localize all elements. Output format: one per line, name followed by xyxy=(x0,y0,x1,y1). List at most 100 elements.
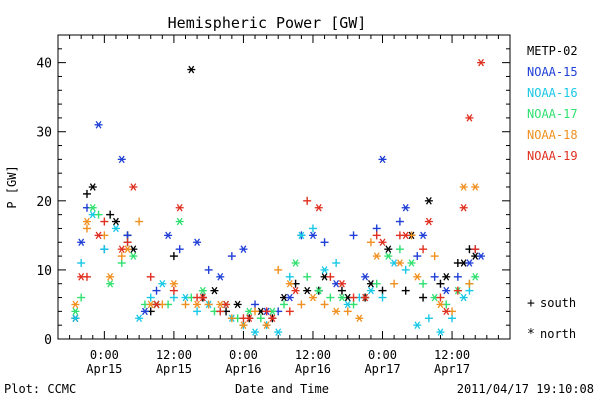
point-noaa-15-south xyxy=(152,286,161,295)
y-tick-label: 0 xyxy=(44,333,52,348)
point-noaa-18-south xyxy=(181,300,190,309)
y-tick-label: 20 xyxy=(36,195,52,210)
point-noaa-18-north xyxy=(471,183,480,191)
legend-marker-north: * north xyxy=(527,327,576,342)
point-noaa-17-north xyxy=(129,252,138,260)
point-noaa-19-north xyxy=(129,183,138,191)
y-tick-label: 10 xyxy=(36,264,52,279)
point-noaa-15-south xyxy=(123,231,132,240)
point-noaa-17-north xyxy=(106,279,115,288)
x-tick-time-label: 12:00 xyxy=(434,348,470,362)
point-noaa-19-north xyxy=(477,58,486,67)
point-noaa-18-north xyxy=(169,279,178,288)
point-noaa-16-south xyxy=(465,286,474,295)
point-noaa-19-north xyxy=(401,231,410,240)
point-noaa-18-north xyxy=(106,273,115,281)
point-noaa-18-south xyxy=(320,300,329,309)
point-noaa-17-south xyxy=(94,210,103,219)
point-noaa-16-north xyxy=(366,286,375,295)
point-noaa-19-north xyxy=(268,314,277,323)
point-noaa-15-north xyxy=(285,293,294,302)
point-noaa-19-south xyxy=(216,307,225,316)
point-noaa-15-north xyxy=(94,121,103,129)
point-noaa-15-south xyxy=(372,224,381,233)
point-noaa-15-north xyxy=(477,252,486,260)
chart-title: Hemispheric Power [GW] xyxy=(168,14,367,32)
point-noaa-16-south xyxy=(146,293,155,302)
point-noaa-18-north xyxy=(355,314,364,323)
legend: METP-02 NOAA-15 NOAA-16 NOAA-17 NOAA-18 NOAA-… xyxy=(527,44,578,342)
point-noaa-17-north xyxy=(471,273,480,281)
point-noaa-17-south xyxy=(395,245,404,254)
point-noaa-16-south xyxy=(378,293,387,302)
legend-entry-noaa-18: NOAA-18 xyxy=(527,128,578,142)
point-metp-02-south xyxy=(419,293,428,302)
point-noaa-19-south xyxy=(146,272,155,281)
point-noaa-18-south xyxy=(251,307,260,316)
x-tick-time-label: 0:00 xyxy=(90,348,119,362)
legend-marker-south: + south xyxy=(527,296,576,311)
point-noaa-19-north xyxy=(222,300,231,309)
plot-frame xyxy=(57,34,511,340)
point-noaa-19-north xyxy=(198,293,207,302)
point-noaa-15-north xyxy=(465,259,474,267)
point-noaa-16-north xyxy=(459,293,468,302)
point-noaa-17-north xyxy=(88,203,97,212)
point-noaa-18-north xyxy=(372,252,381,260)
point-noaa-18-north xyxy=(436,300,445,309)
point-noaa-17-north xyxy=(407,259,416,267)
point-noaa-17-north xyxy=(314,286,323,295)
point-noaa-19-south xyxy=(169,286,178,295)
point-noaa-18-south xyxy=(82,224,91,233)
point-noaa-16-south xyxy=(448,314,457,323)
point-noaa-19-south xyxy=(100,217,109,226)
point-noaa-15-south xyxy=(349,231,358,240)
point-noaa-16-north xyxy=(436,328,445,336)
point-noaa-15-south xyxy=(395,217,404,226)
point-noaa-19-south xyxy=(436,293,445,302)
point-noaa-19-north xyxy=(314,203,323,212)
point-noaa-16-north xyxy=(135,314,144,323)
point-noaa-16-north xyxy=(274,328,283,336)
point-noaa-18-north xyxy=(239,321,248,329)
point-noaa-17-south xyxy=(77,293,86,302)
point-noaa-19-north xyxy=(117,245,126,253)
point-noaa-19-north xyxy=(94,231,103,240)
point-noaa-15-south xyxy=(453,272,462,281)
point-noaa-19-north xyxy=(424,217,433,226)
point-noaa-15-north xyxy=(378,155,387,164)
legend-marker-symbol: * xyxy=(527,327,535,342)
point-noaa-17-north xyxy=(384,252,393,260)
point-noaa-15-south xyxy=(430,272,439,281)
y-tick-label: 40 xyxy=(36,57,52,72)
point-noaa-16-north xyxy=(158,279,167,288)
point-noaa-17-south xyxy=(280,300,288,309)
point-noaa-16-north xyxy=(71,314,80,323)
point-noaa-19-north xyxy=(152,300,161,309)
point-metp-02-north xyxy=(88,183,97,191)
point-noaa-15-north xyxy=(361,273,370,281)
point-metp-02-south xyxy=(106,210,115,219)
point-noaa-16-south xyxy=(285,272,294,281)
x-tick-day-label: Apr16 xyxy=(225,362,261,376)
point-noaa-19-north xyxy=(361,293,370,302)
point-noaa-18-south xyxy=(297,300,306,309)
footer-plot-credit: Plot: CCMC xyxy=(4,382,76,396)
point-noaa-17-south xyxy=(256,314,265,323)
point-noaa-15-north xyxy=(193,238,202,247)
legend-entry-noaa-16: NOAA-16 xyxy=(527,86,578,100)
point-noaa-18-north xyxy=(413,273,422,281)
x-tick-time-label: 0:00 xyxy=(229,348,258,362)
point-noaa-16-north xyxy=(320,266,329,274)
point-noaa-19-south xyxy=(349,293,358,302)
point-metp-02-north xyxy=(424,197,433,205)
x-axis: 0:00Apr1512:00Apr150:00Apr1612:00Apr160:… xyxy=(69,35,499,376)
legend-marker-symbol: + xyxy=(527,296,535,311)
point-noaa-18-south xyxy=(390,279,399,288)
legend-entry-noaa-15: NOAA-15 xyxy=(527,65,578,79)
point-noaa-19-north xyxy=(77,273,86,281)
point-noaa-18-south xyxy=(274,265,283,274)
point-metp-02-north xyxy=(384,245,393,253)
point-noaa-16-south xyxy=(77,259,86,267)
point-noaa-19-south xyxy=(453,286,462,295)
